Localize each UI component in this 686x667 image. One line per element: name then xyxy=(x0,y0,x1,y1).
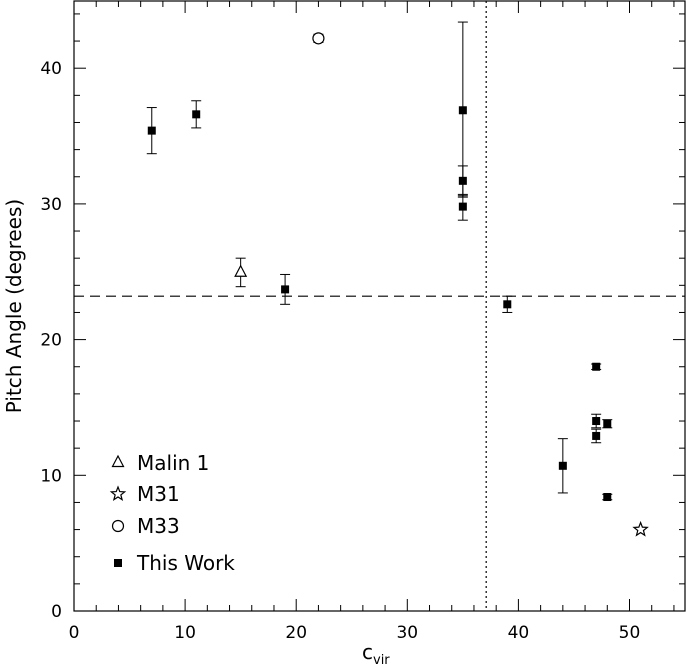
y-axis-label: Pitch Angle (degrees) xyxy=(2,199,26,413)
point-this-work xyxy=(603,419,612,428)
point-m33 xyxy=(312,32,325,45)
data-points xyxy=(146,21,649,537)
legend-label-m33: M33 xyxy=(137,514,180,538)
reference-lines xyxy=(74,1,685,611)
y-tick-label: 30 xyxy=(40,195,62,215)
point-malin-1 xyxy=(234,264,248,277)
point-this-work xyxy=(603,493,612,502)
legend-marker-this-work xyxy=(114,559,122,567)
point-this-work xyxy=(281,285,290,294)
point-this-work xyxy=(558,461,567,470)
legend-marker-m33 xyxy=(111,519,125,533)
point-this-work xyxy=(592,417,601,426)
legend-marker-malin1 xyxy=(111,454,125,468)
legend-label-malin1: Malin 1 xyxy=(137,451,209,475)
y-tick-label: 40 xyxy=(40,59,62,79)
legend-marker-m31 xyxy=(109,485,127,502)
legend-symbol xyxy=(111,519,125,533)
point-this-work xyxy=(458,106,467,115)
x-axis-label: cvir xyxy=(362,640,390,667)
legend-symbol xyxy=(114,559,122,567)
x-tick-label: 40 xyxy=(508,623,530,643)
point-this-work xyxy=(458,176,467,185)
ticks: 0 10 20 30 40 50 0 10 20 30 40 xyxy=(40,1,685,643)
legend: Malin 1 M31 M33 This Work xyxy=(109,451,235,575)
x-tick-label: 0 xyxy=(69,623,80,643)
point-this-work xyxy=(458,202,467,211)
plot-frame xyxy=(73,0,686,612)
point-m31 xyxy=(632,520,649,537)
point-this-work xyxy=(592,431,601,440)
x-tick-label: 20 xyxy=(285,623,307,643)
point-this-work xyxy=(147,126,156,135)
legend-symbol xyxy=(111,454,125,468)
point-this-work xyxy=(592,362,601,371)
point-this-work xyxy=(192,110,201,119)
x-tick-label: 30 xyxy=(396,623,418,643)
x-axis-label-main: c xyxy=(362,640,373,664)
x-tick-label: 10 xyxy=(174,623,196,643)
legend-symbol xyxy=(109,485,127,502)
y-tick-label: 10 xyxy=(40,466,62,486)
point-this-work xyxy=(503,300,512,309)
legend-label-this-work: This Work xyxy=(136,551,235,575)
x-axis-label-subscript: vir xyxy=(373,653,390,667)
y-tick-label: 0 xyxy=(51,602,62,622)
legend-label-m31: M31 xyxy=(137,482,180,506)
x-tick-label: 50 xyxy=(619,623,641,643)
y-tick-label: 20 xyxy=(40,331,62,351)
